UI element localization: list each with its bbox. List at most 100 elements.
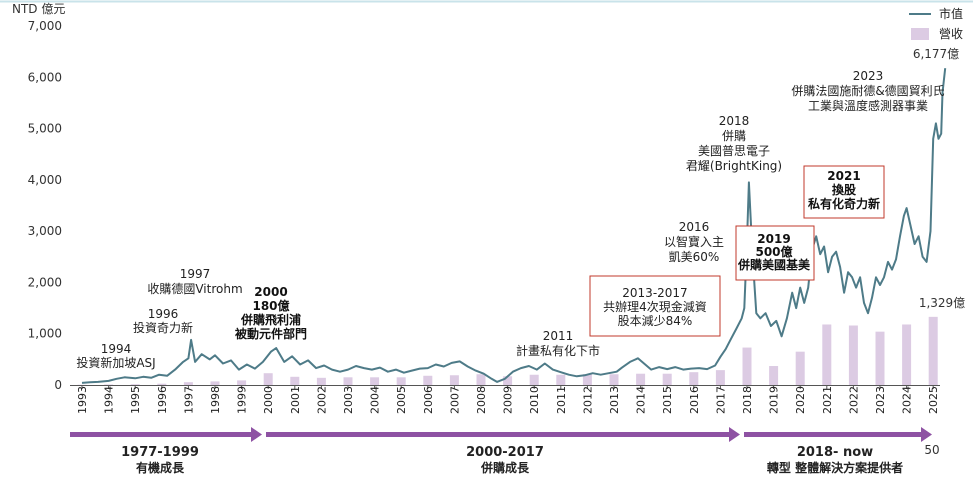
y-tick-label: 6,000 <box>28 70 62 84</box>
x-tick-label: 2008 <box>475 386 488 414</box>
phase-subtitle: 轉型 整體解決方案提供者 <box>767 460 903 475</box>
page-number: 50 <box>924 443 939 457</box>
x-axis: 1993 1994 1995 1996 1997 1998 1999 2000 2001 2002… <box>70 385 940 414</box>
x-tick-label: 2002 <box>315 386 328 414</box>
revenue-bar <box>210 381 220 385</box>
revenue-bar <box>476 374 486 385</box>
revenue-bar <box>449 375 459 385</box>
phase-subtitle: 有機成長 <box>136 460 185 475</box>
revenue-bar <box>77 384 87 386</box>
phase-title: 2000-2017 <box>466 445 544 460</box>
annotation-line: 2021 <box>827 169 860 183</box>
annotation-line: 工業與溫度感測器事業 <box>808 98 928 113</box>
revenue-bar <box>848 325 858 385</box>
x-tick-label: 2010 <box>528 386 541 414</box>
x-tick-label: 2007 <box>448 386 461 414</box>
revenue-bar <box>343 377 353 385</box>
phase-subtitle: 併購成長 <box>480 460 530 475</box>
phase-arrow-head <box>921 427 932 442</box>
phase-arrow-head <box>729 427 740 442</box>
annotation-line: 1997 <box>180 267 211 281</box>
annotation-line: 併購法國施耐德&德國貿利氏 <box>791 83 944 98</box>
x-tick-label: 1996 <box>156 386 169 414</box>
annotation-line: 2013-2017 <box>622 286 687 300</box>
annotation-line: 1996 <box>148 307 179 321</box>
x-tick-label: 2016 <box>688 386 701 414</box>
x-tick-label: 2004 <box>369 386 382 414</box>
x-tick-label: 2021 <box>821 386 834 414</box>
phase-title: 1977-1999 <box>121 445 199 460</box>
x-tick-label: 2005 <box>395 386 408 414</box>
revenue-bar <box>104 384 114 385</box>
annotation-line: 以智寶入主 <box>664 234 724 249</box>
market-cap-series: 6,177億 1,329億 <box>81 47 965 384</box>
annotation-line: 換股 <box>832 182 857 197</box>
revenue-bar <box>423 375 433 385</box>
revenue-bar <box>290 376 300 385</box>
annotation-line: 投資奇力新 <box>133 320 193 335</box>
revenue-bar <box>582 374 592 385</box>
annotation-line: 收購德國Vitrohm <box>147 281 242 296</box>
annotation-line: 股本減少84% <box>618 313 693 328</box>
phase-arrow-shaft <box>266 432 730 437</box>
phase-arrow-head <box>251 427 262 442</box>
legend-bar-swatch <box>911 28 929 40</box>
x-tick-label: 2018 <box>741 386 754 414</box>
annotation-line: 君耀(BrightKing) <box>686 159 782 173</box>
revenue-bar <box>370 377 380 385</box>
x-tick-label: 2013 <box>608 386 621 414</box>
annotation-line: 共辦理4次現金減資 <box>603 299 707 314</box>
annotation-line: 計畫私有化下市 <box>516 343 600 358</box>
annotation-line: 2016 <box>679 220 710 234</box>
annotation-line: 2011 <box>543 329 574 343</box>
x-tick-label: 2019 <box>768 386 781 414</box>
y-tick-label: 2,000 <box>28 275 62 289</box>
revenue-bar <box>902 324 912 385</box>
annotation-line: 1994 <box>101 342 132 356</box>
revenue-bar <box>822 324 832 385</box>
revenue-bar <box>636 373 646 385</box>
revenue-bar <box>795 351 805 385</box>
annotation-line: 被動元件部門 <box>235 326 307 341</box>
x-tick-label: 2011 <box>555 386 568 414</box>
revenue-bar <box>183 382 193 385</box>
annotation-box <box>735 225 815 281</box>
legend-revenue: 營收 <box>939 27 963 41</box>
x-tick-label: 2015 <box>661 386 674 414</box>
annotation-box <box>803 165 885 219</box>
x-tick-label: 2020 <box>794 386 807 414</box>
revenue-bar <box>609 374 619 385</box>
annotation-line: 2023 <box>853 69 884 83</box>
annotation-line: 500億 <box>755 244 792 259</box>
x-tick-label: 1995 <box>129 386 142 414</box>
annotation-line: 2018 <box>719 114 750 128</box>
x-tick-label: 1999 <box>236 386 249 414</box>
x-tick-label: 1994 <box>103 386 116 414</box>
market-cap-line <box>81 68 947 384</box>
revenue-bar <box>556 374 566 385</box>
annotation-line: 併購 <box>722 129 746 143</box>
annotation-line: 凱美60% <box>669 250 720 264</box>
annotation-box <box>589 275 721 337</box>
revenue-bar <box>529 374 539 385</box>
revenue-bar <box>662 373 672 385</box>
x-tick-label: 1998 <box>209 386 222 414</box>
x-tick-label: 2023 <box>874 386 887 414</box>
revenue-bar <box>263 373 273 385</box>
y-tick-label: 5,000 <box>28 122 62 136</box>
